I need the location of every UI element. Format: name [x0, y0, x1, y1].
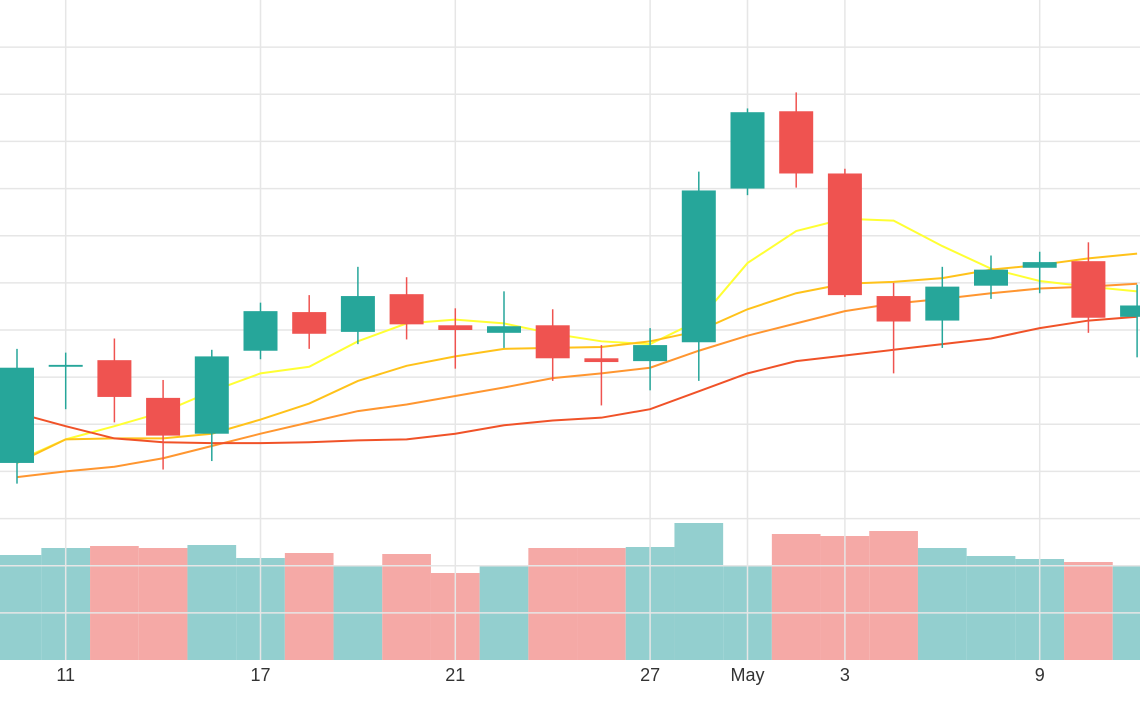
x-tick-label: 11: [56, 665, 75, 685]
candle-body: [438, 325, 473, 330]
candle-body: [1120, 305, 1140, 317]
volume-bar: [869, 531, 918, 660]
x-tick-label: May: [730, 665, 764, 685]
candle-body: [389, 294, 424, 325]
candle-layer: [0, 92, 1140, 484]
candle-body: [876, 296, 911, 322]
volume-bar: [382, 554, 431, 660]
candle-body: [48, 364, 83, 367]
x-axis: 11 17 21 27 May 3 9: [56, 665, 1044, 685]
x-tick-label: 9: [1035, 665, 1045, 685]
volume-bar: [966, 556, 1016, 660]
x-tick-label: 21: [445, 665, 465, 685]
candle-body: [97, 360, 132, 397]
grid-layer: [0, 0, 1140, 660]
candle-body: [292, 312, 327, 334]
candle-body: [730, 112, 765, 189]
volume-bar: [284, 553, 334, 660]
candle-body: [535, 325, 570, 359]
candle-body: [827, 173, 862, 296]
volume-bar: [528, 548, 578, 660]
candle-body: [1022, 262, 1057, 268]
candle-body: [340, 296, 375, 332]
x-tick-label: 17: [250, 665, 270, 685]
candle-body: [584, 358, 619, 363]
candle-body: [243, 311, 278, 351]
moving-average-line: [16, 315, 1138, 445]
moving-average-line: [16, 252, 1138, 464]
candle-body: [487, 326, 521, 333]
volume-bar: [90, 546, 139, 660]
candle-body: [779, 111, 814, 174]
candle-body: [146, 397, 181, 436]
candle-body: [194, 356, 229, 434]
candle-body: [0, 367, 34, 463]
candle-body: [974, 269, 1008, 286]
volume-bar: [0, 555, 42, 660]
volume-bar: [577, 548, 626, 660]
candle-body: [681, 190, 716, 343]
candle-body: [925, 286, 960, 321]
volume-bar: [674, 523, 724, 660]
x-tick-label: 3: [840, 665, 850, 685]
volume-bar: [771, 534, 821, 660]
volume-bar: [187, 545, 237, 660]
volume-bar: [1064, 562, 1113, 660]
x-tick-label: 27: [640, 665, 660, 685]
candle-body: [633, 345, 668, 362]
candle-body: [1071, 261, 1106, 318]
volume-bar: [138, 548, 188, 660]
volume-bar: [917, 548, 967, 660]
